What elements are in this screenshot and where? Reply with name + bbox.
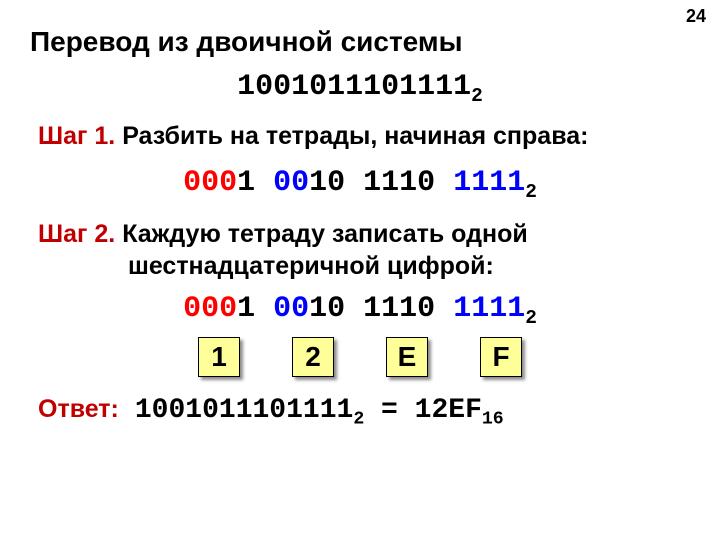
step-1-label: Шаг 1.	[38, 122, 115, 150]
hex-digit-box: 2	[292, 337, 334, 377]
answer-label: Ответ:	[38, 395, 119, 424]
tetrad-part: 10	[309, 166, 345, 200]
binary-number: 10010111011112	[30, 70, 690, 107]
tetrad-base: 2	[525, 307, 537, 329]
answer-hex: 12EF	[415, 395, 482, 426]
slide-root: 24 Перевод из двоичной системы 100101110…	[0, 0, 720, 540]
answer-bin-base: 2	[353, 409, 364, 429]
answer-row: Ответ: 10010111011112 = 12EF16	[38, 395, 690, 430]
step-1: Шаг 1. Разбить на тетрады, начиная справ…	[38, 121, 690, 152]
tetrad-part: 000	[183, 166, 237, 200]
hex-digit-row: 1 2 E F	[30, 337, 690, 377]
hex-digit-box: F	[480, 337, 522, 377]
binary-base: 2	[471, 85, 483, 107]
tetrads-line-2: 0001 0010 1110 11112	[30, 292, 690, 329]
tetrads-line-1: 0001 0010 1110 11112	[30, 166, 690, 203]
tetrad-part: 00	[273, 166, 309, 200]
hex-digit-box: 1	[198, 337, 240, 377]
page-number: 24	[686, 6, 706, 27]
step-2-text-b: шестнадцатеричной цифрой:	[128, 251, 690, 282]
answer-value: 10010111011112 = 12EF16	[135, 395, 504, 430]
binary-value: 1001011101111	[237, 70, 471, 104]
tetrad-part: 1110	[363, 166, 435, 200]
tetrad-part: 00	[273, 292, 309, 326]
tetrad-part: 1	[237, 166, 255, 200]
answer-hex-base: 16	[482, 409, 504, 429]
step-1-text: Разбить на тетрады, начиная справа:	[122, 122, 588, 150]
tetrad-part: 000	[183, 292, 237, 326]
tetrad-part: 1111	[453, 292, 525, 326]
answer-bin: 1001011101111	[135, 395, 353, 426]
answer-eq: =	[364, 395, 414, 426]
tetrad-base: 2	[525, 181, 537, 203]
step-2-label: Шаг 2.	[38, 220, 115, 248]
tetrad-part: 10	[309, 292, 345, 326]
hex-digit-box: E	[386, 337, 428, 377]
step-2-text-a: Каждую тетраду записать одной	[122, 220, 528, 248]
tetrad-part: 1111	[453, 166, 525, 200]
slide-title: Перевод из двоичной системы	[30, 26, 690, 58]
step-2: Шаг 2. Каждую тетраду записать одной шес…	[38, 219, 690, 282]
tetrad-part: 1	[237, 292, 255, 326]
tetrad-part: 1110	[363, 292, 435, 326]
